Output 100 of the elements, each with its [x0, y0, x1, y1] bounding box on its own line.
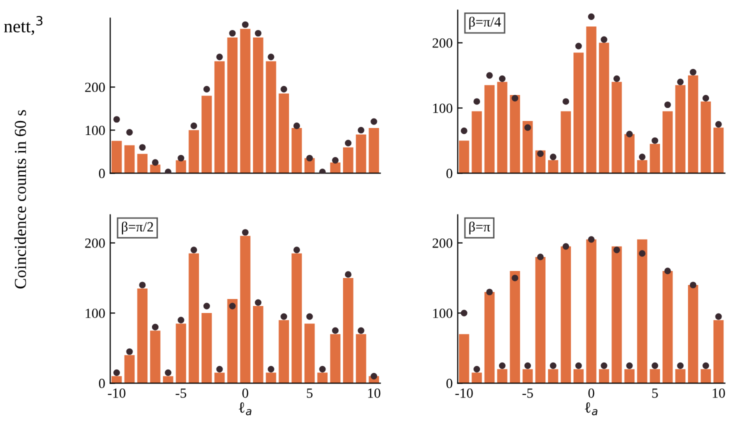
y-tick-label: 0 — [446, 378, 452, 388]
x-axis-title: ℓ$_{a}$ — [584, 402, 598, 416]
bar — [330, 162, 340, 174]
point — [203, 86, 210, 93]
bar — [137, 288, 148, 384]
point — [460, 310, 468, 316]
bar — [598, 369, 610, 384]
point — [203, 302, 210, 310]
bar — [356, 134, 366, 174]
point — [600, 36, 608, 43]
point — [216, 54, 223, 60]
bar — [612, 246, 622, 384]
bar — [484, 85, 495, 174]
point — [460, 128, 468, 134]
x-tick-label: 10 — [368, 388, 380, 398]
bar — [292, 253, 302, 384]
bar — [573, 369, 584, 384]
point — [664, 268, 671, 274]
bar — [176, 324, 186, 384]
y-tick-label: 200 — [85, 82, 105, 92]
bar — [150, 330, 160, 384]
text: nett,$^{3}$ — [4, 16, 42, 36]
bar — [675, 369, 686, 384]
point — [280, 313, 288, 320]
annotation: β=π/2 — [122, 222, 153, 234]
bar — [688, 75, 698, 174]
point — [126, 129, 133, 136]
bar — [573, 52, 584, 174]
bar — [560, 111, 571, 174]
point — [254, 30, 262, 37]
point — [550, 362, 556, 369]
bar — [112, 376, 122, 384]
bar — [458, 334, 470, 384]
x-tick-label: -5 — [176, 388, 186, 398]
point — [229, 30, 236, 37]
point — [588, 236, 595, 243]
point — [575, 362, 582, 369]
point — [562, 243, 570, 250]
point — [319, 168, 326, 174]
point — [626, 130, 633, 138]
point — [332, 327, 339, 334]
point — [524, 124, 531, 131]
bar — [688, 284, 698, 384]
bar — [227, 38, 238, 174]
point — [113, 369, 120, 376]
bar — [472, 111, 482, 174]
bar — [252, 306, 264, 384]
bar — [624, 369, 635, 384]
bar — [278, 94, 290, 174]
point — [344, 271, 352, 278]
bar — [266, 61, 276, 174]
bar — [560, 246, 571, 384]
point — [702, 362, 710, 369]
bar — [624, 134, 635, 174]
bar — [304, 324, 315, 384]
bar — [713, 320, 724, 384]
point — [638, 250, 646, 257]
point — [190, 246, 198, 254]
point — [358, 126, 364, 134]
point — [486, 288, 493, 296]
point — [229, 302, 236, 310]
bar — [612, 82, 622, 174]
bar — [124, 355, 135, 384]
bar — [150, 164, 160, 174]
point — [319, 366, 326, 372]
bar — [497, 369, 508, 384]
point — [588, 13, 595, 20]
point — [254, 299, 262, 306]
point — [677, 362, 684, 369]
point — [690, 282, 696, 288]
point — [268, 54, 274, 60]
point — [139, 144, 146, 151]
bar — [586, 239, 596, 384]
point — [613, 246, 620, 254]
y-tick-label: 100 — [433, 104, 452, 113]
x-tick-label: 0 — [588, 388, 594, 398]
bar — [522, 121, 533, 174]
y-tick-label: 0 — [98, 168, 105, 178]
bar — [510, 270, 520, 384]
point — [626, 362, 633, 369]
bar — [240, 236, 250, 384]
bar — [548, 369, 558, 384]
bar — [188, 130, 199, 174]
bar — [650, 369, 660, 384]
point — [152, 324, 159, 330]
point — [164, 168, 172, 174]
bar — [472, 372, 482, 384]
point — [344, 140, 352, 146]
point — [190, 122, 198, 130]
bar — [458, 140, 470, 174]
x-axis-title: ℓ$_{a}$ — [238, 402, 252, 416]
bar — [356, 334, 366, 384]
y-axis-title: Coincidence counts in 60 s — [14, 110, 26, 288]
y-tick-label: 200 — [432, 38, 452, 48]
point — [126, 348, 133, 355]
x-tick-label: 10 — [712, 388, 725, 398]
annotation: β=π — [469, 222, 490, 234]
y-tick-label: 100 — [433, 308, 452, 318]
point — [474, 98, 480, 105]
bar — [278, 320, 290, 384]
